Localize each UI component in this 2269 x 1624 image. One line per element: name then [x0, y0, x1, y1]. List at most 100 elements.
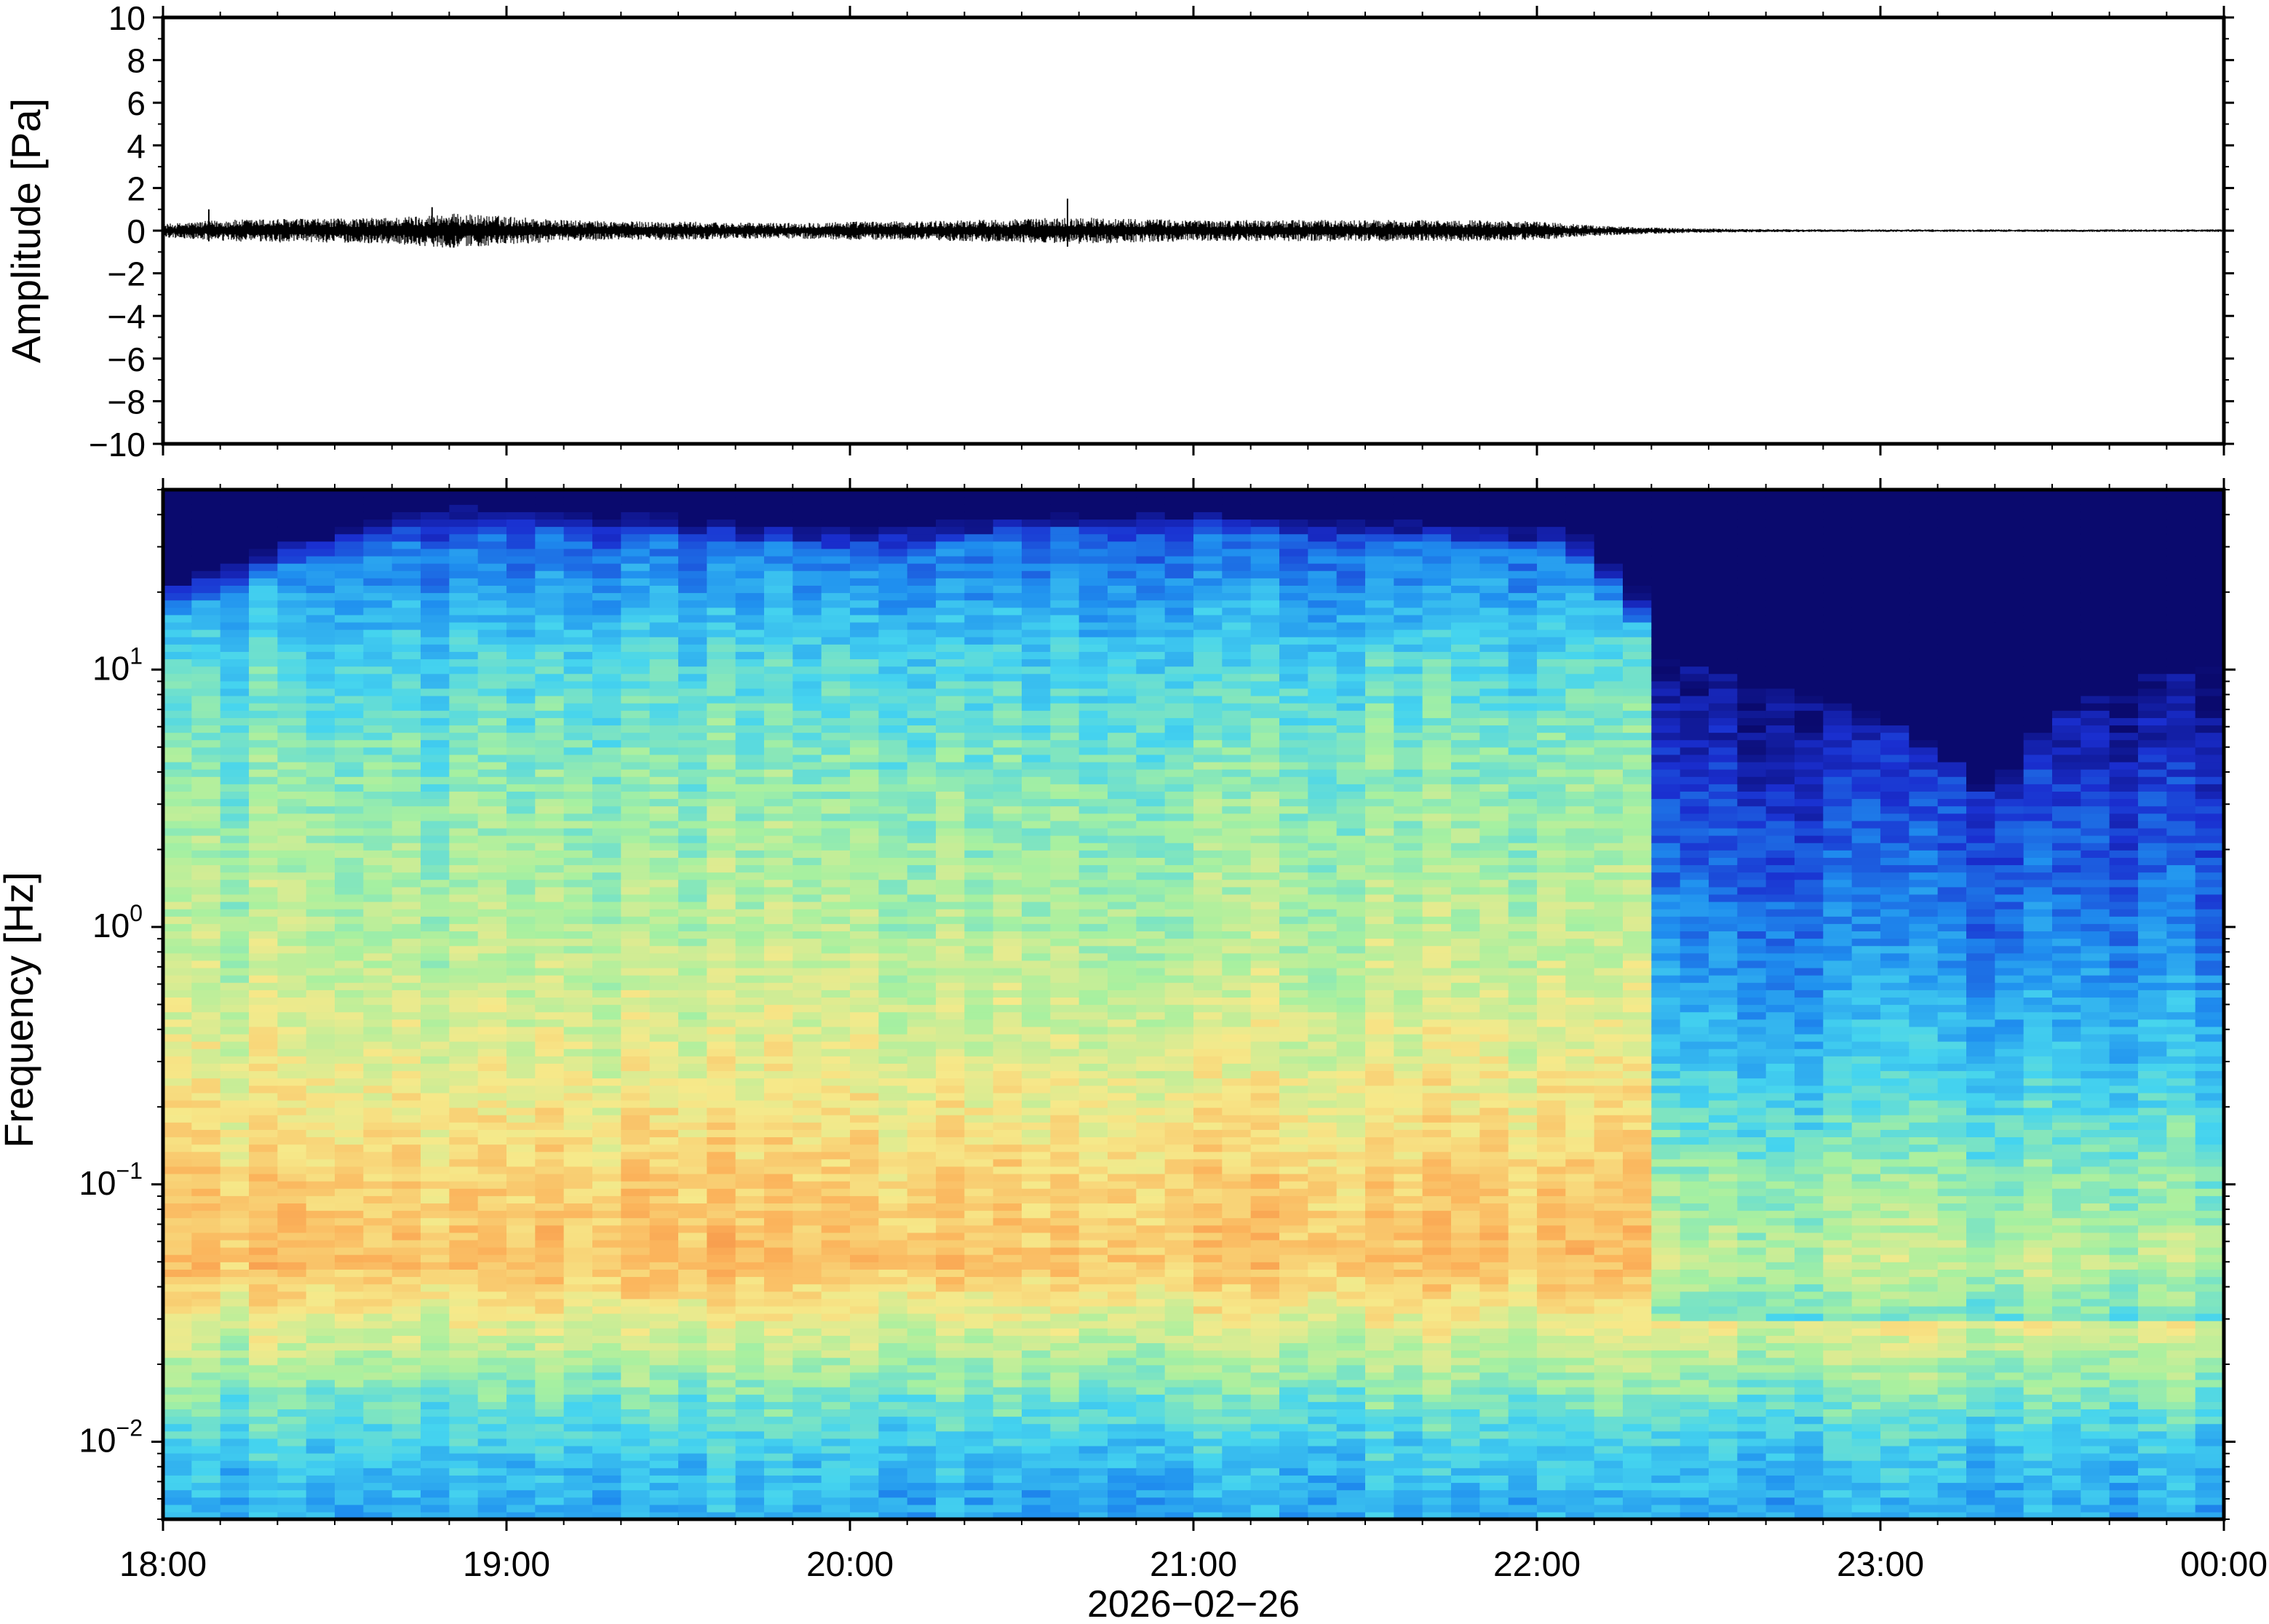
spectrogram-cell [792, 1489, 822, 1498]
spectrogram-cell [878, 982, 908, 990]
spectrogram-cell [363, 761, 393, 770]
spectrogram-cell [735, 931, 765, 939]
spectrogram-cell [678, 1364, 707, 1373]
spectrogram-cell [249, 1158, 278, 1167]
spectrogram-cell [535, 1262, 565, 1270]
spectrogram-cell [621, 1210, 651, 1219]
spectrogram-cell [621, 798, 651, 807]
spectrogram-cell [163, 864, 192, 873]
spectrogram-cell [792, 938, 822, 947]
spectrogram-cell [764, 1210, 793, 1219]
spectrogram-cell [792, 1158, 822, 1167]
spectrogram-cell [678, 960, 707, 968]
spectrogram-cell [563, 600, 593, 608]
spectrogram-cell [306, 1033, 335, 1042]
spectrogram-cell [306, 982, 335, 990]
spectrogram-cell [163, 827, 192, 836]
spectrogram-cell [649, 673, 679, 682]
spectrogram-cell [707, 1372, 736, 1380]
spectrogram-cell [707, 1445, 736, 1454]
spectrogram-cell [277, 1489, 307, 1498]
spectrogram-cell [306, 1011, 335, 1020]
spectrogram-cell [649, 1151, 679, 1160]
spectrogram-cell [1022, 629, 1051, 637]
spectrogram-cell [277, 1305, 307, 1314]
spectrogram-cell [1022, 997, 1051, 1006]
spectrogram-cell [335, 754, 364, 763]
spectrogram-cell [277, 1033, 307, 1042]
spectrogram-cell [1078, 1453, 1108, 1461]
spectrogram-cell [449, 909, 479, 917]
spectrogram-cell [878, 703, 908, 711]
spectrogram-cell [277, 1004, 307, 1013]
spectrogram-cell [191, 960, 221, 968]
spectrogram-cell [821, 827, 851, 836]
spectrogram-cell [707, 1269, 736, 1278]
spectrogram-cell [764, 952, 793, 961]
spectrogram-cell [421, 916, 450, 924]
spectrogram-cell [993, 1283, 1022, 1292]
spectrogram-cell [878, 1387, 908, 1395]
spectrogram-cell [1050, 1048, 1080, 1056]
spectrogram-cell [506, 739, 536, 748]
spectrogram-cell [421, 1144, 450, 1153]
spectrogram-cell [1108, 945, 1137, 954]
spectrogram-cell [249, 1379, 278, 1388]
spectrogram-cell [792, 1239, 822, 1248]
amp-ytick-label: 10 [108, 0, 146, 37]
spectrogram-cell [792, 1195, 822, 1203]
spectrogram-cell [993, 850, 1022, 858]
spectrogram-cell [535, 945, 565, 954]
spectrogram-cell [850, 813, 879, 821]
spectrogram-cell [592, 541, 621, 549]
spectrogram-cell [191, 1335, 221, 1344]
spectrogram-cell [220, 872, 250, 880]
spectrogram-cell [335, 533, 364, 542]
spectrogram-cell [335, 717, 364, 726]
spectrogram-cell [907, 673, 937, 682]
spectrogram-cell [306, 805, 335, 814]
spectrogram-cell [878, 673, 908, 682]
spectrogram-cell [1050, 761, 1080, 770]
spectrogram-cell [764, 1115, 793, 1123]
spectrogram-cell [678, 1144, 707, 1153]
spectrogram-cell [335, 1070, 364, 1079]
spectrogram-cell [535, 673, 565, 682]
spectrogram-cell [621, 1092, 651, 1101]
spectrogram-cell [392, 490, 421, 498]
spectrogram-cell [1078, 952, 1108, 961]
spectrogram-cell [563, 1497, 593, 1505]
spectrogram-cell [964, 843, 994, 851]
spectrogram-cell [792, 1276, 822, 1285]
spectrogram-cell [477, 1489, 507, 1498]
spectrogram-cell [907, 754, 937, 763]
spectrogram-cell [535, 512, 565, 520]
spectrogram-cell [993, 1262, 1022, 1270]
spectrogram-cell [878, 1291, 908, 1299]
spectrogram-cell [163, 1321, 192, 1329]
spectrogram-cell [792, 909, 822, 917]
spectrogram-cell [1050, 1357, 1080, 1366]
spectrogram-cell [621, 1364, 651, 1373]
spectrogram-cell [421, 1210, 450, 1219]
spectrogram-cell [735, 607, 765, 616]
spectrogram-cell [735, 1232, 765, 1241]
spectrogram-cell [563, 1122, 593, 1130]
spectrogram-cell [477, 1041, 507, 1049]
spectrogram-cell [449, 754, 479, 763]
spectrogram-cell [993, 673, 1022, 682]
spectrogram-cell [392, 673, 421, 682]
spectrogram-cell [735, 916, 765, 924]
spectrogram-cell [821, 776, 851, 784]
spectrogram-cell [392, 1107, 421, 1115]
spectrogram-cell [1022, 607, 1051, 616]
spectrogram-cell [1050, 666, 1080, 674]
spectrogram-cell [993, 997, 1022, 1006]
amp-ytick-label: 0 [127, 212, 146, 250]
spectrogram-cell [1108, 1283, 1137, 1292]
spectrogram-cell [392, 997, 421, 1006]
spectrogram-cell [1108, 990, 1137, 998]
spectrogram-cell [936, 644, 965, 652]
spectrogram-cell [936, 1247, 965, 1255]
spectrogram-cell [1050, 563, 1080, 571]
